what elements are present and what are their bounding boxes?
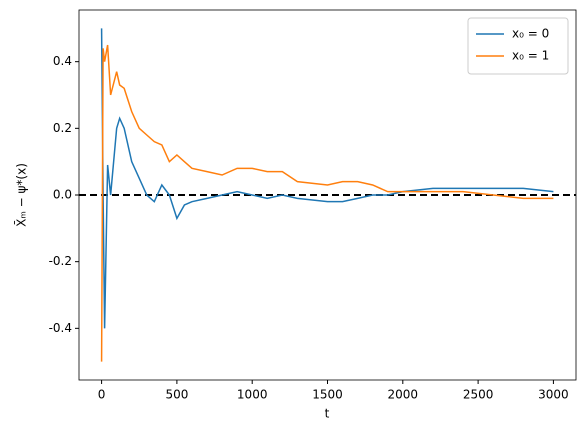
x-tick-label: 2000 (388, 388, 419, 402)
y-tick-label: 0.2 (53, 121, 72, 135)
x-tick-label: 2500 (463, 388, 494, 402)
x-tick-label: 1500 (312, 388, 343, 402)
plot-frame (78, 9, 577, 381)
legend-box (467, 17, 569, 75)
y-tick-label: 0.4 (53, 54, 72, 68)
y-tick-label: -0.2 (49, 254, 72, 268)
series-line (100, 44, 554, 362)
x-tick-label: 0 (98, 388, 106, 402)
x-tick-label: 1000 (237, 388, 268, 402)
y-tick-label: 0.0 (53, 188, 72, 202)
x-axis-label: t (325, 407, 330, 421)
y-tick-label: -0.4 (49, 321, 72, 335)
x-tick-label: 3000 (538, 388, 569, 402)
legend-label: x₀ = 1 (512, 49, 549, 63)
series-line (100, 28, 554, 329)
legend-label: x₀ = 0 (512, 27, 549, 41)
y-axis-label: X̄ₘ − ψ*(x) (14, 163, 28, 227)
x-tick-label: 500 (165, 388, 188, 402)
